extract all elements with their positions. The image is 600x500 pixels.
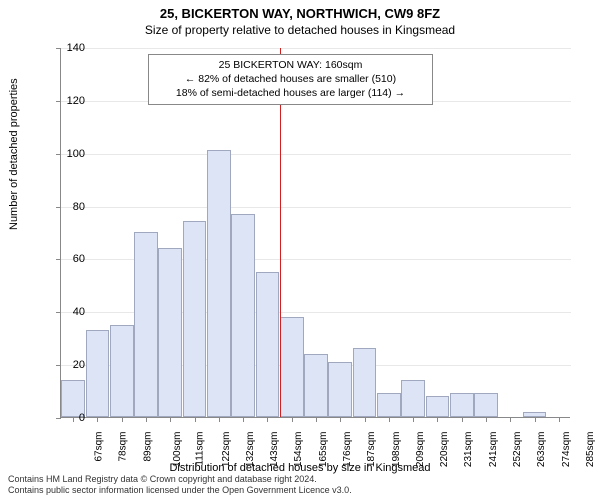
x-tick-label: 89sqm xyxy=(142,432,153,462)
x-tick-label: 285sqm xyxy=(585,432,596,468)
x-tick-mark xyxy=(195,417,196,422)
chart-title: 25, BICKERTON WAY, NORTHWICH, CW9 8FZ xyxy=(0,0,600,21)
x-tick-label: 165sqm xyxy=(318,432,329,468)
footer-attribution: Contains HM Land Registry data © Crown c… xyxy=(8,474,352,496)
x-tick-mark xyxy=(486,417,487,422)
x-tick-label: 67sqm xyxy=(94,432,105,462)
histogram-bar xyxy=(353,348,377,417)
histogram-bar xyxy=(401,380,425,417)
histogram-bar xyxy=(110,325,134,418)
annotation-line: 18% of semi-detached houses are larger (… xyxy=(157,86,425,100)
annotation-line: ← 82% of detached houses are smaller (51… xyxy=(157,72,425,86)
x-tick-label: 143sqm xyxy=(269,432,280,468)
histogram-bar xyxy=(256,272,280,417)
x-tick-mark xyxy=(170,417,171,422)
chart-subtitle: Size of property relative to detached ho… xyxy=(0,21,600,37)
x-tick-label: 209sqm xyxy=(415,432,426,468)
x-tick-label: 122sqm xyxy=(221,432,232,468)
plot-region: 25 BICKERTON WAY: 160sqm← 82% of detache… xyxy=(60,48,570,418)
annotation-box: 25 BICKERTON WAY: 160sqm← 82% of detache… xyxy=(148,54,434,105)
histogram-bar xyxy=(304,354,328,417)
footer-line-2: Contains public sector information licen… xyxy=(8,485,352,496)
y-tick-label: 0 xyxy=(45,412,85,424)
histogram-bar xyxy=(86,330,110,417)
x-tick-label: 198sqm xyxy=(391,432,402,468)
x-tick-label: 220sqm xyxy=(439,432,450,468)
x-tick-mark xyxy=(462,417,463,422)
y-tick-label: 80 xyxy=(45,201,85,213)
chart-container: 25, BICKERTON WAY, NORTHWICH, CW9 8FZ Si… xyxy=(0,0,600,500)
x-tick-label: 252sqm xyxy=(512,432,523,468)
x-tick-mark xyxy=(219,417,220,422)
x-tick-mark xyxy=(122,417,123,422)
x-tick-label: 274sqm xyxy=(561,432,572,468)
x-tick-label: 263sqm xyxy=(536,432,547,468)
x-tick-mark xyxy=(365,417,366,422)
y-tick-label: 100 xyxy=(45,148,85,160)
y-tick-label: 120 xyxy=(45,95,85,107)
x-tick-mark xyxy=(389,417,390,422)
gridline xyxy=(61,207,571,208)
x-tick-label: 241sqm xyxy=(488,432,499,468)
footer-line-1: Contains HM Land Registry data © Crown c… xyxy=(8,474,352,485)
x-tick-mark xyxy=(437,417,438,422)
x-tick-label: 132sqm xyxy=(245,432,256,468)
histogram-bar xyxy=(158,248,182,417)
histogram-bar xyxy=(426,396,450,417)
gridline xyxy=(61,48,571,49)
x-tick-mark xyxy=(340,417,341,422)
x-tick-mark xyxy=(292,417,293,422)
x-tick-label: 100sqm xyxy=(172,432,183,468)
x-tick-mark xyxy=(316,417,317,422)
chart-area: 25 BICKERTON WAY: 160sqm← 82% of detache… xyxy=(60,48,570,418)
x-tick-mark xyxy=(267,417,268,422)
histogram-bar xyxy=(134,232,158,417)
y-tick-label: 60 xyxy=(45,253,85,265)
x-tick-label: 78sqm xyxy=(118,432,129,462)
gridline xyxy=(61,154,571,155)
x-tick-mark xyxy=(243,417,244,422)
x-tick-mark xyxy=(535,417,536,422)
x-tick-label: 231sqm xyxy=(464,432,475,468)
y-tick-label: 40 xyxy=(45,306,85,318)
histogram-bar xyxy=(280,317,304,417)
x-tick-label: 176sqm xyxy=(342,432,353,468)
histogram-bar xyxy=(474,393,498,417)
x-tick-mark xyxy=(97,417,98,422)
x-tick-label: 154sqm xyxy=(294,432,305,468)
histogram-bar xyxy=(328,362,352,418)
histogram-bar xyxy=(377,393,401,417)
x-tick-label: 111sqm xyxy=(195,432,206,466)
x-tick-mark xyxy=(146,417,147,422)
y-tick-label: 20 xyxy=(45,359,85,371)
histogram-bar xyxy=(231,214,255,418)
x-tick-mark xyxy=(413,417,414,422)
x-tick-mark xyxy=(510,417,511,422)
annotation-line: 25 BICKERTON WAY: 160sqm xyxy=(157,58,425,72)
x-tick-mark xyxy=(559,417,560,422)
histogram-bar xyxy=(183,221,207,417)
histogram-bar xyxy=(450,393,474,417)
x-tick-label: 187sqm xyxy=(366,432,377,468)
y-tick-label: 140 xyxy=(45,42,85,54)
histogram-bar xyxy=(207,150,231,417)
y-axis-title: Number of detached properties xyxy=(8,78,20,230)
